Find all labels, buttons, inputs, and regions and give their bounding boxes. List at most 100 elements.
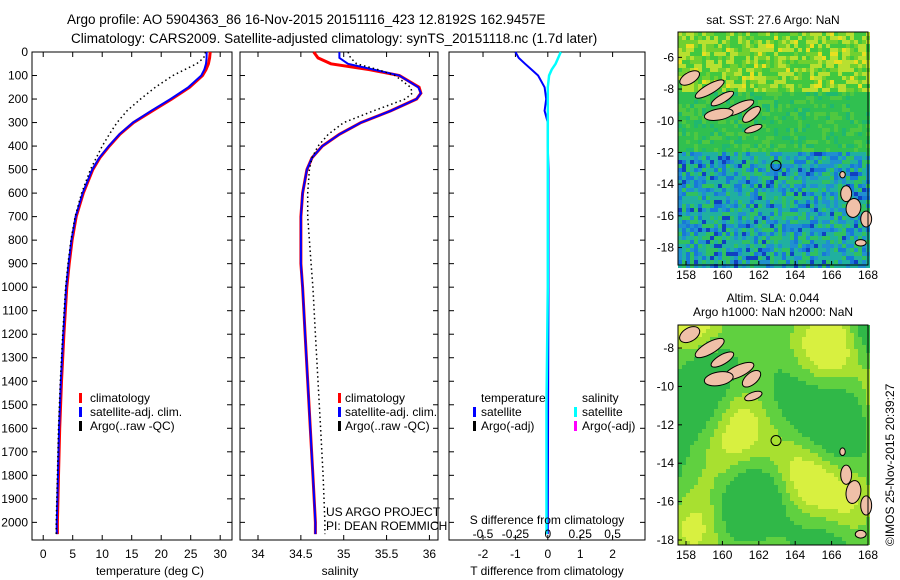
map-pixel	[782, 208, 786, 212]
sst-map: 158 160 162 164 166 168-6-8-10-12-14-16-18	[657, 31, 878, 282]
map-pixel	[690, 236, 694, 240]
map-pixel	[758, 80, 762, 84]
map-pixel	[758, 441, 762, 445]
map-pixel	[790, 144, 794, 148]
map-pixel	[826, 44, 830, 48]
map-pixel	[830, 76, 834, 80]
map-pixel	[722, 44, 726, 48]
map-pixel	[818, 200, 822, 204]
map-pixel	[794, 116, 798, 120]
map-pixel	[838, 196, 842, 200]
map-pixel	[798, 128, 802, 132]
map-pixel	[786, 192, 790, 196]
map-pixel	[850, 393, 854, 397]
map-pixel	[722, 417, 726, 421]
map-pixel	[858, 156, 862, 160]
map-pixel	[694, 232, 698, 236]
map-pixel	[826, 232, 830, 236]
map-pixel	[746, 204, 750, 208]
map-pixel	[830, 184, 834, 188]
map-pixel	[830, 32, 834, 36]
map-pixel	[698, 84, 702, 88]
map-pixel	[794, 477, 798, 481]
map-pixel	[798, 341, 802, 345]
map-pixel	[718, 401, 722, 405]
map-pixel	[778, 244, 782, 248]
map-pixel	[722, 477, 726, 481]
map-pixel	[830, 136, 834, 140]
map-pixel	[694, 437, 698, 441]
map-pixel	[694, 80, 698, 84]
map-pixel	[746, 200, 750, 204]
map-pixel	[690, 441, 694, 445]
map-pixel	[822, 425, 826, 429]
map-pixel	[842, 457, 846, 461]
map-pixel	[826, 220, 830, 224]
map-pixel	[762, 32, 766, 36]
map-pixel	[734, 437, 738, 441]
map-pixel	[714, 120, 718, 124]
y-tick-label: 200	[8, 92, 28, 106]
map-pixel	[758, 429, 762, 433]
map-pixel	[774, 341, 778, 345]
map-pixel	[686, 421, 690, 425]
map-pixel	[854, 76, 858, 80]
map-pixel	[758, 212, 762, 216]
map-pixel	[850, 140, 854, 144]
map-pixel	[774, 196, 778, 200]
map-pixel	[854, 441, 858, 445]
map-pixel	[710, 437, 714, 441]
map-pixel	[846, 32, 850, 36]
x-tick-label: 15	[125, 547, 139, 561]
map-pixel	[762, 353, 766, 357]
map-pixel	[730, 256, 734, 260]
map-pixel	[758, 421, 762, 425]
map-pixel	[750, 345, 754, 349]
map-pixel	[702, 124, 706, 128]
map-pixel	[722, 160, 726, 164]
map-pixel	[754, 252, 758, 256]
map-pixel	[846, 232, 850, 236]
map-pixel	[722, 68, 726, 72]
map-pixel	[786, 108, 790, 112]
map-pixel	[774, 381, 778, 385]
map-pixel	[770, 64, 774, 68]
map-pixel	[786, 465, 790, 469]
map-pixel	[730, 389, 734, 393]
map-pixel	[798, 433, 802, 437]
map-pixel	[818, 184, 822, 188]
map-pixel	[826, 421, 830, 425]
map-pixel	[706, 152, 710, 156]
map-pixel	[818, 353, 822, 357]
map-pixel	[786, 92, 790, 96]
map-pixel	[862, 244, 866, 248]
map-pixel	[706, 401, 710, 405]
map-pixel	[790, 52, 794, 56]
map-pixel	[710, 144, 714, 148]
map-pixel	[822, 365, 826, 369]
map-pixel	[782, 248, 786, 252]
map-pixel	[790, 156, 794, 160]
map-pixel	[714, 329, 718, 333]
map-pixel	[706, 96, 710, 100]
map-pixel	[830, 445, 834, 449]
map-pixel	[746, 461, 750, 465]
map-pixel	[734, 152, 738, 156]
map-pixel	[722, 200, 726, 204]
map-pixel	[806, 88, 810, 92]
map-pixel	[802, 409, 806, 413]
map-pixel	[782, 164, 786, 168]
map-pixel	[858, 421, 862, 425]
map-pixel	[738, 433, 742, 437]
title-line-1: Argo profile: AO 5904363_86 16-Nov-2015 …	[67, 12, 545, 27]
map-pixel	[718, 40, 722, 44]
map-pixel	[842, 152, 846, 156]
map-pixel	[790, 457, 794, 461]
map-pixel	[698, 236, 702, 240]
map-pixel	[858, 449, 862, 453]
map-pixel	[814, 48, 818, 52]
map-pixel	[710, 48, 714, 52]
map-pixel	[814, 369, 818, 373]
map-pixel	[850, 465, 854, 469]
map-pixel	[714, 441, 718, 445]
